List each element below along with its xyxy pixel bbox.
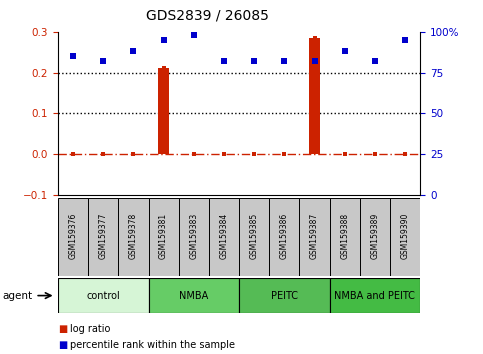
Text: GSM159384: GSM159384 <box>219 212 228 259</box>
Text: GSM159385: GSM159385 <box>250 212 259 259</box>
Text: GSM159387: GSM159387 <box>310 212 319 259</box>
Text: GSM159390: GSM159390 <box>400 212 410 259</box>
Bar <box>330 198 360 276</box>
Text: GSM159381: GSM159381 <box>159 212 168 259</box>
Text: log ratio: log ratio <box>70 324 111 334</box>
Bar <box>58 198 88 276</box>
Text: GSM159376: GSM159376 <box>69 212 78 259</box>
Bar <box>149 278 239 313</box>
Text: control: control <box>86 291 120 301</box>
Bar <box>58 278 149 313</box>
Bar <box>209 198 239 276</box>
Text: GSM159377: GSM159377 <box>99 212 108 259</box>
Bar <box>239 278 330 313</box>
Bar <box>390 198 420 276</box>
Bar <box>299 198 330 276</box>
Bar <box>309 38 320 154</box>
Text: GSM159386: GSM159386 <box>280 212 289 259</box>
Bar <box>330 278 420 313</box>
Text: ■: ■ <box>58 340 67 350</box>
Bar <box>88 198 118 276</box>
Text: GDS2839 / 26085: GDS2839 / 26085 <box>146 9 269 23</box>
Bar <box>270 198 299 276</box>
Text: GSM159389: GSM159389 <box>370 212 380 259</box>
Text: NMBA and PEITC: NMBA and PEITC <box>335 291 415 301</box>
Text: GSM159383: GSM159383 <box>189 212 199 259</box>
Bar <box>360 198 390 276</box>
Bar <box>118 198 149 276</box>
Text: PEITC: PEITC <box>271 291 298 301</box>
Text: NMBA: NMBA <box>179 291 209 301</box>
Text: GSM159378: GSM159378 <box>129 212 138 259</box>
Bar <box>179 198 209 276</box>
Text: ■: ■ <box>58 324 67 334</box>
Bar <box>158 69 169 154</box>
Bar <box>149 198 179 276</box>
Text: percentile rank within the sample: percentile rank within the sample <box>70 340 235 350</box>
Text: agent: agent <box>2 291 32 301</box>
Text: GSM159388: GSM159388 <box>340 212 349 259</box>
Bar <box>239 198 270 276</box>
